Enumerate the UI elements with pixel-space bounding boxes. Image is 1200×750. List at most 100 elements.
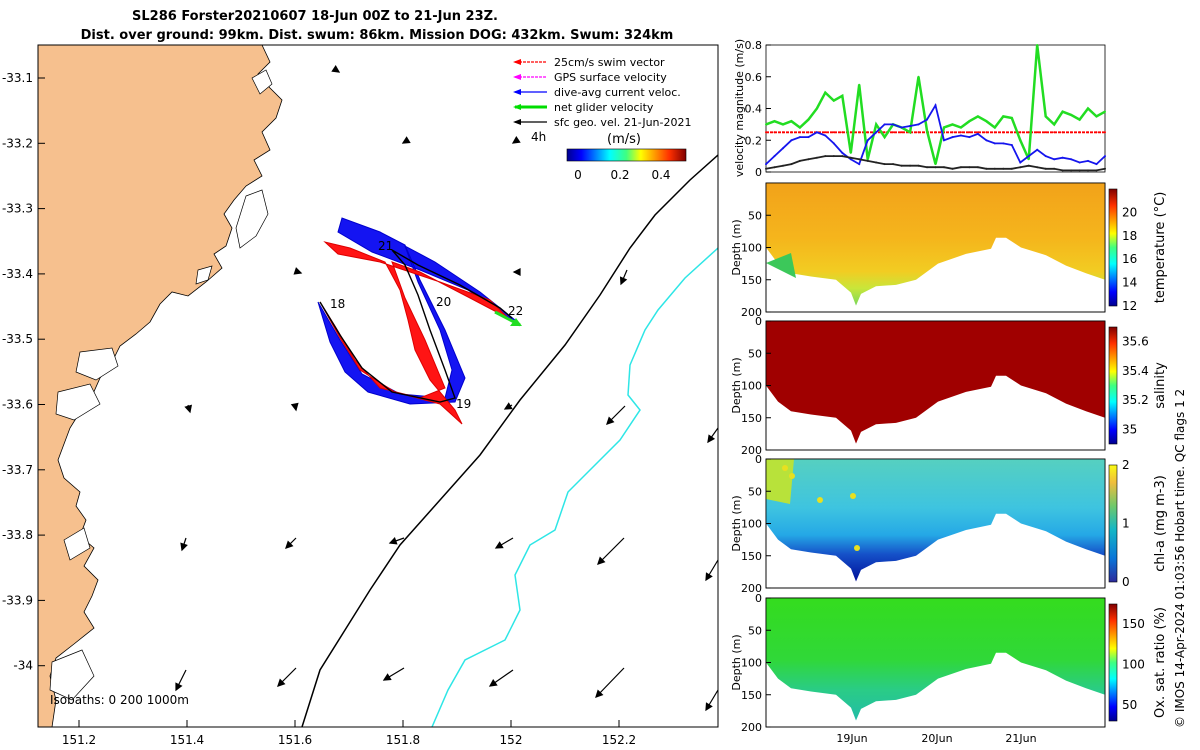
colorbar-tick-label: 2 bbox=[1122, 458, 1130, 472]
colorbar-unit: (m/s) bbox=[607, 132, 641, 147]
depth-tick-label: 200 bbox=[741, 582, 762, 595]
isobath-1000m bbox=[301, 154, 718, 727]
velocity-point bbox=[909, 125, 912, 127]
velocity-point bbox=[849, 156, 852, 159]
velocity-point bbox=[1044, 167, 1047, 170]
map-panel: 18 19 20 21 22 151.2 151.4 151.6 151.8 152 15… bbox=[2, 44, 719, 747]
velocity-point bbox=[832, 142, 835, 145]
velocity-point bbox=[807, 131, 810, 134]
velocity-point bbox=[849, 151, 852, 154]
day-label-18: 18 bbox=[330, 297, 345, 311]
velocity-point bbox=[917, 123, 920, 126]
lake-2 bbox=[235, 189, 269, 249]
velocity-point bbox=[1061, 169, 1064, 172]
velocity-point bbox=[824, 91, 827, 94]
lat-tick-label: -33.2 bbox=[2, 136, 33, 150]
velocity-point bbox=[985, 167, 988, 170]
lat-tick-label: -33.3 bbox=[2, 202, 33, 216]
colorbar-tick-label: 35 bbox=[1122, 422, 1137, 436]
geo-vel-arrowhead bbox=[597, 556, 606, 565]
velocity-point bbox=[832, 99, 835, 102]
velocity-point bbox=[866, 139, 869, 142]
geo-vel-arrowhead bbox=[705, 572, 713, 582]
estuary-3 bbox=[63, 527, 91, 561]
isobaths-label: Isobaths: 0 200 1000m bbox=[50, 693, 189, 707]
velocity-point bbox=[841, 151, 844, 154]
time-tick-label: 20Jun bbox=[921, 732, 952, 745]
colorbar-label: Ox. sat. ratio (%) bbox=[1153, 607, 1168, 718]
depth-tick-label: 200 bbox=[741, 306, 762, 319]
velocity-point bbox=[807, 118, 810, 121]
section-colorbar bbox=[1108, 464, 1118, 583]
section-panel-salinity: 0 50 100 150 200 Depth (m) 35 35.2 35.4 35.6 salin… bbox=[730, 315, 1168, 457]
velocity-point bbox=[858, 131, 861, 134]
velocity-point bbox=[815, 156, 818, 159]
glider-path bbox=[319, 249, 513, 403]
colorbar-tick-label: 14 bbox=[1122, 276, 1137, 290]
temp-cold-patch bbox=[766, 253, 796, 278]
colorbar-tick-label: 12 bbox=[1122, 299, 1137, 313]
depth-tick-label: 150 bbox=[741, 689, 762, 702]
depth-tick-label: 50 bbox=[748, 209, 762, 222]
lake-3 bbox=[195, 265, 213, 285]
velocity-point bbox=[866, 159, 869, 162]
velocity-point bbox=[968, 120, 971, 123]
depth-tick-label: 100 bbox=[741, 380, 762, 393]
colorbar-tick-label: 150 bbox=[1122, 617, 1145, 631]
velocity-ylabel: velocity magnitude (m/s) bbox=[733, 39, 746, 177]
depth-axis-label: Depth (m) bbox=[730, 634, 743, 690]
colorbar-tick-label: 35.4 bbox=[1122, 364, 1149, 378]
velocity-point bbox=[773, 166, 776, 169]
velocity-point bbox=[951, 167, 954, 170]
net-glider-velocity-arrowhead bbox=[510, 318, 522, 326]
velocity-point bbox=[968, 166, 971, 169]
velocity-point bbox=[1095, 115, 1098, 118]
velocity-point bbox=[866, 131, 869, 134]
geo-vel-arrowhead bbox=[494, 541, 504, 549]
day-label-20: 20 bbox=[436, 295, 451, 309]
lat-tick-label: -33.4 bbox=[2, 267, 33, 281]
velocity-point bbox=[934, 163, 937, 166]
geo-vel-arrowhead bbox=[382, 673, 392, 681]
chl-high-point bbox=[850, 493, 856, 499]
velocity-point bbox=[993, 131, 996, 134]
velocity-panel: 0 0.2 0.4 0.6 0.8 velocity magnitude (m/s) bbox=[733, 39, 1106, 179]
depth-axis-label: Depth (m) bbox=[730, 357, 743, 413]
velocity-point bbox=[832, 131, 835, 134]
section-data-fill bbox=[766, 183, 1105, 306]
colorbar-tick-label: 1 bbox=[1122, 517, 1130, 531]
velocity-point bbox=[1070, 158, 1073, 161]
colorbar-tick-label: 18 bbox=[1122, 229, 1137, 243]
colorbar-tick-label: 50 bbox=[1122, 698, 1137, 712]
velocity-point bbox=[993, 142, 996, 145]
figure-title-line1: SL286 Forster20210607 18-Jun 00Z to 21-J… bbox=[132, 9, 498, 24]
depth-tick-label: 50 bbox=[748, 485, 762, 498]
velocity-point bbox=[1010, 144, 1013, 146]
legend-label: sfc geo. vel. 21-Jun-2021 bbox=[554, 116, 691, 129]
speed-colorbar bbox=[566, 148, 687, 162]
velocity-point bbox=[985, 120, 988, 123]
velocity-point bbox=[858, 163, 861, 166]
velocity-point bbox=[807, 136, 810, 139]
geo-vel-arrowhead bbox=[503, 402, 513, 410]
velocity-point bbox=[917, 131, 920, 134]
velocity-point bbox=[959, 134, 962, 137]
time-axis: 19Jun 20Jun 21Jun bbox=[836, 732, 1036, 745]
time-tick-label: 21Jun bbox=[1005, 732, 1036, 745]
velocity-point bbox=[892, 123, 895, 126]
colorbar-tick-0.2: 0.2 bbox=[610, 168, 629, 182]
velocity-point bbox=[1027, 158, 1030, 161]
section-data-fill bbox=[766, 321, 1105, 444]
velocity-point bbox=[773, 131, 776, 134]
geo-vel-arrowhead bbox=[705, 702, 713, 712]
velocity-point bbox=[1070, 131, 1073, 134]
time-tick-label: 19Jun bbox=[836, 732, 867, 745]
glider-track bbox=[317, 217, 522, 425]
velocity-point bbox=[1061, 131, 1064, 134]
velocity-point bbox=[1019, 139, 1022, 142]
velocity-point bbox=[959, 126, 962, 129]
velocity-point bbox=[1027, 131, 1030, 134]
velocity-point bbox=[1027, 155, 1030, 158]
velocity-point bbox=[976, 131, 979, 134]
